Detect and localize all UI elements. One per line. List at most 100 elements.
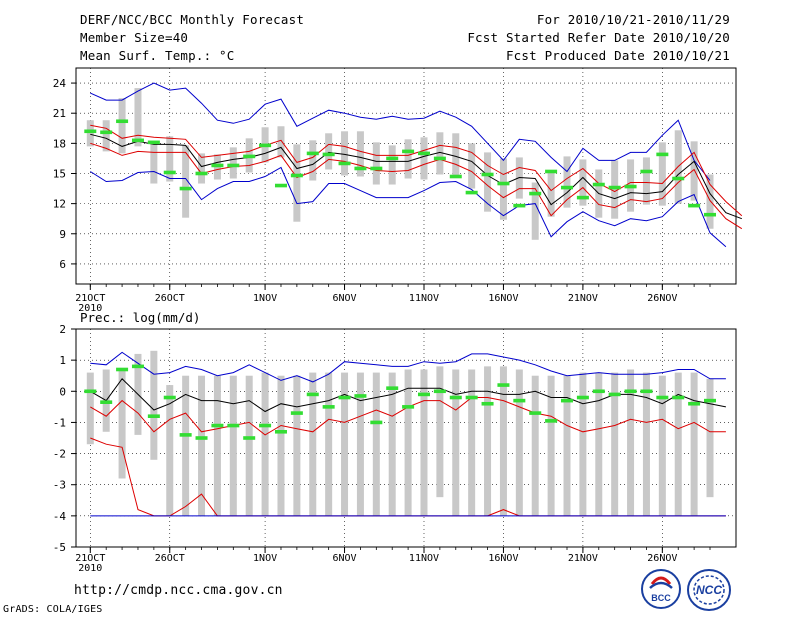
temperature-observed-marker — [163, 170, 176, 175]
temperature-observed-marker — [211, 163, 224, 168]
precipitation-ensemble-box — [420, 369, 428, 516]
precipitation-x-tick-label: 6NOV — [332, 553, 356, 564]
precipitation-observed-marker — [338, 395, 351, 400]
precipitation-ensemble-box — [515, 369, 523, 516]
precipitation-x-tick-label: 21OCT — [75, 553, 105, 564]
temperature-ensemble-box — [658, 142, 666, 206]
temperature-ensemble-box — [706, 174, 714, 229]
temperature-observed-marker — [147, 140, 160, 145]
precipitation-x-tick-label: 26NOV — [647, 553, 677, 564]
precipitation-observed-marker — [576, 395, 589, 400]
temperature-line-spread_upper — [90, 124, 743, 217]
precipitation-observed-marker — [100, 400, 113, 404]
temperature-ensemble-box — [420, 137, 428, 180]
fcst-started-date: Fcst Started Refer Date 2010/10/20 — [467, 30, 730, 45]
precipitation-observed-marker — [290, 411, 303, 415]
temperature-ensemble-box — [404, 139, 412, 179]
precipitation-variable-label: Prec.: log(mm/d) — [80, 310, 200, 325]
ncc-logo-text: NCC — [696, 583, 722, 597]
temperature-ensemble-box — [388, 145, 396, 185]
temperature-y-tick-label: 12 — [53, 198, 66, 211]
temperature-ensemble-box — [579, 159, 587, 206]
temperature-observed-marker — [545, 169, 558, 174]
precipitation-ensemble-box — [404, 369, 412, 516]
temperature-x-tick-label: 21OCT — [75, 293, 105, 304]
precipitation-observed-marker — [672, 395, 685, 400]
temperature-x-tick-label: 26OCT — [155, 293, 185, 304]
precipitation-observed-marker — [227, 423, 240, 428]
precipitation-x-tick-label: 16NOV — [488, 553, 518, 564]
temperature-observed-marker — [449, 174, 462, 179]
temperature-x-tick-label: 16NOV — [488, 293, 518, 304]
precipitation-ensemble-box — [484, 366, 492, 516]
temperature-observed-marker — [243, 154, 256, 159]
precipitation-ensemble-box — [674, 372, 682, 516]
precipitation-ensemble-box — [642, 372, 650, 516]
precipitation-observed-marker — [640, 389, 653, 394]
precipitation-ensemble-box — [118, 369, 126, 479]
temperature-observed-marker — [84, 129, 97, 134]
precipitation-observed-marker — [481, 401, 494, 406]
precipitation-observed-marker — [370, 420, 383, 425]
temperature-observed-marker — [179, 186, 192, 191]
precipitation-observed-marker — [243, 436, 256, 440]
bcc-logo-text: BCC — [651, 593, 671, 603]
temperature-ensemble-box — [102, 120, 110, 152]
precipitation-observed-marker — [656, 395, 669, 400]
temperature-ensemble-box — [198, 153, 206, 184]
precipitation-y-tick-label: -3 — [53, 479, 66, 492]
precipitation-observed-marker — [131, 364, 144, 369]
precipitation-observed-marker — [561, 398, 573, 403]
temperature-ensemble-box — [642, 157, 650, 205]
temperature-ensemble-box — [531, 182, 539, 240]
precipitation-observed-marker — [624, 389, 637, 394]
temperature-observed-marker — [529, 191, 542, 196]
temperature-y-tick-label: 6 — [59, 258, 66, 271]
precipitation-ensemble-box — [86, 372, 94, 445]
temperature-observed-marker — [417, 151, 430, 156]
temperature-x-tick-label: 21NOV — [568, 293, 598, 304]
precipitation-ensemble-box — [595, 372, 603, 516]
precipitation-observed-marker — [497, 383, 510, 387]
precipitation-plot-frame — [75, 328, 737, 548]
temperature-observed-marker — [354, 166, 367, 171]
temperature-observed-marker — [640, 169, 653, 174]
temperature-x-tick-label: 1NOV — [253, 293, 277, 304]
fcst-produced-date: Fcst Produced Date 2010/10/21 — [505, 48, 730, 63]
precipitation-observed-marker — [306, 392, 319, 397]
temperature-y-tick-label: 21 — [53, 107, 66, 120]
temperature-ensemble-box — [690, 141, 698, 201]
temperature-ensemble-box — [325, 133, 333, 170]
precipitation-ensemble-box — [182, 375, 190, 516]
temperature-ensemble-box — [118, 98, 126, 154]
temperature-observed-marker — [576, 195, 589, 200]
precipitation-ensemble-box — [579, 372, 587, 516]
member-size: Member Size=40 — [80, 30, 189, 45]
temperature-observed-marker — [465, 190, 478, 195]
precipitation-observed-marker — [386, 386, 399, 390]
precipitation-y-tick-label: -1 — [53, 416, 66, 429]
temperature-observed-marker — [672, 176, 685, 181]
precipitation-ensemble-box — [531, 375, 539, 516]
precipitation-ensemble-box — [261, 372, 269, 516]
precipitation-observed-marker — [417, 392, 430, 397]
temperature-x-tick-label: 6NOV — [332, 293, 356, 304]
source-url[interactable]: http://cmdp.ncc.cma.gov.cn — [74, 583, 283, 598]
temperature-observed-marker — [704, 212, 717, 217]
temperature-ensemble-box — [182, 145, 190, 218]
temperature-observed-marker — [561, 185, 573, 190]
temperature-x-tick-label: 26NOV — [647, 293, 677, 304]
precipitation-ensemble-box — [547, 375, 555, 516]
precipitation-observed-marker — [211, 423, 224, 428]
precipitation-observed-marker — [465, 395, 478, 400]
precipitation-observed-marker — [449, 395, 462, 400]
temperature-observed-marker — [306, 151, 319, 156]
precipitation-year-label: 2010 — [78, 563, 102, 574]
ncc-logo: NCC — [687, 569, 731, 611]
precipitation-ensemble-box — [658, 375, 666, 516]
precipitation-y-tick-label: -5 — [53, 541, 66, 554]
precipitation-ensemble-box — [245, 375, 253, 516]
temperature-ensemble-box — [229, 147, 237, 179]
precipitation-y-tick-label: -2 — [53, 448, 66, 461]
